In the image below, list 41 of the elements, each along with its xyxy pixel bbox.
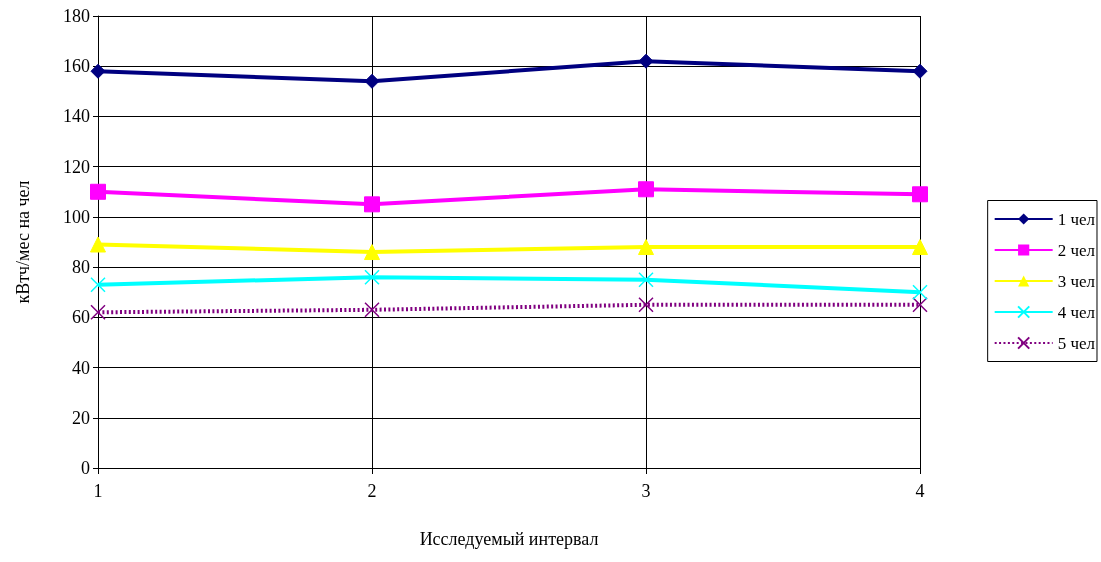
x-tick-label: 1 — [93, 481, 103, 501]
legend-label: 5 чел — [1057, 333, 1096, 353]
point — [90, 183, 106, 200]
y-tick-label: 100 — [63, 206, 90, 227]
legend-label: 1 чел — [1057, 209, 1096, 229]
legend-label: 2 чел — [1057, 240, 1096, 260]
x-tick-label: 3 — [641, 481, 651, 501]
point — [364, 244, 380, 261]
legend-label: 3 чел — [1057, 271, 1096, 291]
point — [638, 239, 654, 256]
point — [912, 186, 928, 203]
point — [90, 276, 106, 293]
point — [90, 304, 106, 321]
y-tick-label: 80 — [72, 257, 90, 278]
point — [912, 63, 928, 79]
point — [638, 53, 654, 69]
y-tick-label: 20 — [72, 407, 90, 428]
point — [90, 236, 106, 253]
y-tick-label: 0 — [81, 458, 90, 478]
legend-label: 4 чел — [1057, 302, 1096, 322]
point — [90, 63, 106, 79]
point — [364, 269, 380, 285]
point — [364, 302, 380, 318]
y-tick-label: 140 — [63, 106, 90, 127]
y-tick-label: 120 — [63, 156, 90, 177]
point — [912, 284, 928, 300]
x-tick-label: 2 — [367, 481, 377, 501]
x-tick-label: 4 — [915, 481, 925, 501]
point — [912, 297, 928, 313]
point — [364, 196, 380, 213]
y-tick-label: 160 — [63, 56, 90, 77]
y-tick-label: 60 — [72, 307, 90, 328]
point — [912, 239, 928, 256]
point — [638, 181, 654, 198]
point — [364, 73, 380, 89]
point — [638, 271, 654, 288]
y-axis-title: кВтч/мес на чел — [13, 180, 33, 304]
y-tick-label: 180 — [63, 6, 90, 26]
point — [638, 297, 654, 313]
x-axis-title: Исследуемый интервал — [419, 529, 599, 549]
y-tick-label: 40 — [72, 357, 90, 378]
